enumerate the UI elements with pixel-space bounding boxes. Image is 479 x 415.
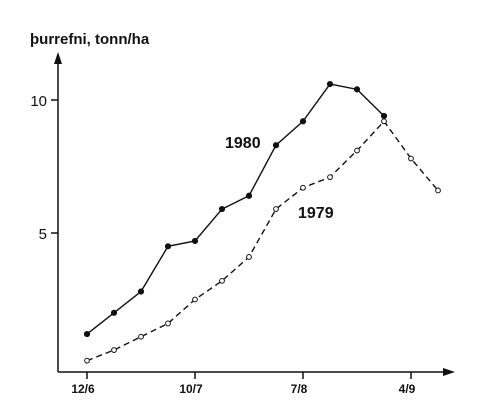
x-tick-label: 12/6 <box>71 382 95 396</box>
x-tick-label: 10/7 <box>179 382 203 396</box>
chart-axes <box>54 52 455 376</box>
data-point-1979 <box>138 333 144 340</box>
data-point-1980 <box>110 309 118 316</box>
data-point-1980 <box>137 288 145 295</box>
x-ticks: 12/6 10/7 7/8 4/9 <box>71 372 416 396</box>
data-point-1979 <box>273 206 279 212</box>
chart-series <box>83 80 441 364</box>
data-point-1980 <box>83 330 91 338</box>
data-point-1979 <box>111 347 117 353</box>
data-point-1979 <box>435 187 441 194</box>
y-tick-label: 5 <box>39 226 47 243</box>
data-point-1979 <box>219 277 225 284</box>
data-point-1979 <box>381 118 387 125</box>
data-point-1979 <box>300 184 306 191</box>
y-axis-arrow-icon <box>54 52 62 64</box>
data-point-1979 <box>165 320 171 327</box>
x-tick-label: 4/9 <box>399 382 416 396</box>
series-label-1980: 1980 <box>225 135 261 152</box>
data-point-1980 <box>218 205 226 213</box>
x-axis-arrow-icon <box>443 368 455 376</box>
data-point-1980 <box>326 80 334 88</box>
data-point-1979 <box>408 155 414 162</box>
y-axis-label: þurrefni, tonn/ha <box>30 31 150 48</box>
data-point-1980 <box>245 192 253 199</box>
data-point-1980 <box>164 243 172 250</box>
y-ticks: 5 10 <box>30 93 58 243</box>
data-point-1980 <box>380 112 388 120</box>
data-point-1979 <box>84 357 90 364</box>
data-point-1979 <box>246 254 252 260</box>
series-label-1979: 1979 <box>298 205 334 222</box>
series-line-1980 <box>86 83 385 335</box>
y-tick-label: 10 <box>30 93 47 110</box>
data-point-1979 <box>192 296 198 303</box>
data-point-1980 <box>353 86 361 93</box>
x-tick-label: 7/8 <box>291 382 308 396</box>
data-point-1980 <box>191 237 199 245</box>
data-point-1980 <box>299 118 307 125</box>
data-point-1979 <box>354 147 360 154</box>
data-point-1980 <box>272 142 280 149</box>
series-line-1979 <box>86 120 439 362</box>
data-point-1979 <box>327 174 333 181</box>
